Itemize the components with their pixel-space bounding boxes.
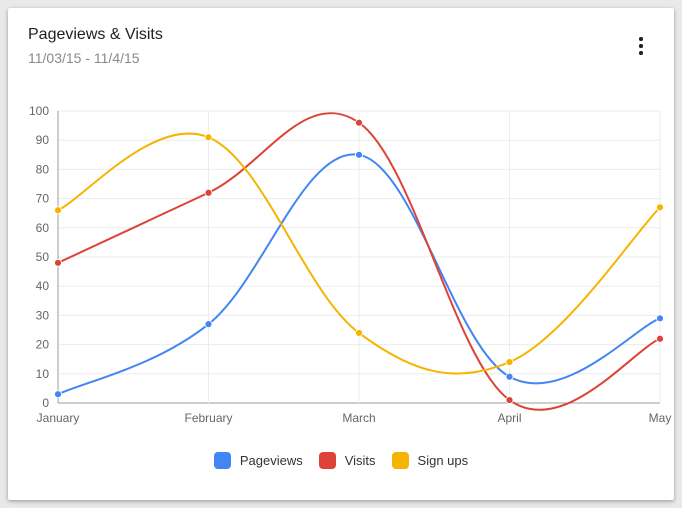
data-point-sign-ups bbox=[54, 206, 62, 215]
more-vert-icon[interactable] bbox=[628, 34, 652, 58]
y-tick-label: 20 bbox=[36, 338, 50, 352]
data-point-pageviews bbox=[355, 150, 363, 159]
y-tick-label: 0 bbox=[42, 396, 49, 410]
data-point-pageviews bbox=[204, 320, 213, 329]
y-tick-label: 40 bbox=[36, 279, 50, 293]
x-tick-label: April bbox=[497, 411, 521, 425]
data-point-visits bbox=[656, 334, 664, 343]
legend-label: Sign ups bbox=[417, 453, 469, 468]
data-point-pageviews bbox=[656, 314, 664, 323]
legend-item-visits[interactable]: Visits bbox=[318, 452, 376, 469]
y-tick-label: 100 bbox=[29, 104, 49, 118]
legend-swatch bbox=[391, 452, 409, 469]
data-point-pageviews bbox=[54, 390, 62, 399]
x-tick-label: May bbox=[649, 411, 672, 425]
y-tick-label: 30 bbox=[36, 308, 50, 322]
x-axis-ticks: January February March April May bbox=[37, 411, 672, 425]
data-point-visits bbox=[54, 258, 62, 267]
series-line-visits bbox=[57, 112, 661, 411]
legend-label: Pageviews bbox=[239, 453, 303, 468]
y-tick-label: 70 bbox=[36, 192, 50, 206]
y-axis-ticks: 0 10 20 30 40 50 60 70 80 90 100 bbox=[29, 104, 49, 410]
data-point-sign-ups bbox=[204, 133, 213, 142]
y-tick-label: 60 bbox=[36, 221, 50, 235]
series-points bbox=[54, 118, 664, 404]
y-tick-label: 10 bbox=[36, 367, 50, 381]
data-point-visits bbox=[204, 188, 213, 197]
x-tick-label: March bbox=[342, 411, 375, 425]
chart-legend: Pageviews Visits Sign ups bbox=[8, 452, 674, 469]
legend-item-sign-ups[interactable]: Sign ups bbox=[391, 452, 469, 469]
x-tick-label: February bbox=[184, 411, 232, 425]
y-tick-label: 50 bbox=[36, 250, 50, 264]
chart-title: Pageviews & Visits bbox=[28, 26, 163, 43]
legend-item-pageviews[interactable]: Pageviews bbox=[213, 452, 303, 469]
chart-card: Pageviews & Visits 11/03/15 - 11/4/15 0 1… bbox=[8, 8, 674, 500]
data-point-pageviews bbox=[505, 372, 514, 381]
data-point-sign-ups bbox=[656, 203, 664, 212]
x-tick-label: January bbox=[37, 411, 80, 425]
data-point-visits bbox=[355, 118, 363, 127]
legend-label: Visits bbox=[344, 453, 376, 468]
date-range: 11/03/15 - 11/4/15 bbox=[28, 50, 140, 66]
data-point-visits bbox=[505, 396, 514, 404]
legend-swatch bbox=[213, 452, 231, 469]
data-point-sign-ups bbox=[355, 329, 363, 337]
legend-swatch bbox=[318, 452, 336, 469]
y-tick-label: 80 bbox=[36, 162, 50, 176]
y-tick-label: 90 bbox=[36, 133, 50, 147]
data-point-sign-ups bbox=[505, 358, 514, 367]
line-chart: 0 10 20 30 40 50 60 70 80 90 100 January February Ma… bbox=[29, 104, 672, 425]
